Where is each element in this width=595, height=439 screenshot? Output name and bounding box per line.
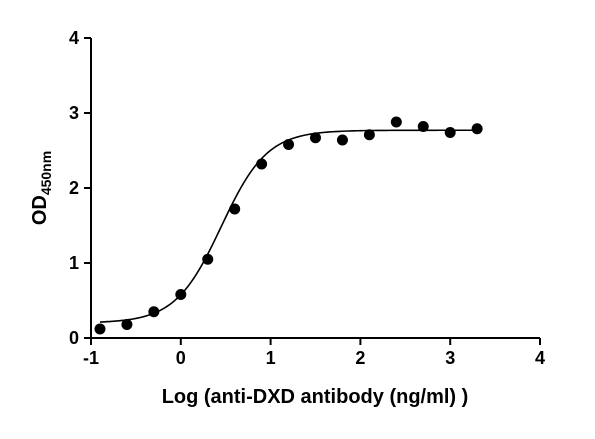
data-point bbox=[417, 121, 429, 132]
y-tick-label: 1 bbox=[69, 253, 79, 273]
x-tick-label: 3 bbox=[445, 348, 455, 368]
data-point bbox=[121, 319, 133, 330]
y-tick-label: 2 bbox=[69, 178, 79, 198]
y-axis-title-main: OD bbox=[29, 195, 51, 225]
data-point bbox=[202, 253, 214, 265]
data-point bbox=[175, 289, 187, 300]
y-tick-label: 3 bbox=[69, 103, 79, 123]
y-tick-label: 0 bbox=[69, 328, 79, 348]
y-axis-ticks: 0 1 2 3 4 bbox=[69, 28, 91, 348]
data-point bbox=[229, 203, 241, 215]
data-point bbox=[283, 139, 295, 150]
x-tick-label: -1 bbox=[83, 348, 99, 368]
data-point bbox=[444, 127, 456, 138]
y-axis-title-subscript: 450nm bbox=[38, 151, 54, 195]
data-point bbox=[471, 123, 483, 135]
x-tick-label: 2 bbox=[355, 348, 365, 368]
data-point bbox=[336, 134, 348, 146]
x-axis-ticks: -1 0 1 2 3 4 bbox=[83, 338, 545, 368]
data-point bbox=[363, 129, 375, 141]
fit-curve bbox=[99, 129, 478, 323]
data-point bbox=[310, 132, 321, 144]
data-points bbox=[94, 116, 483, 335]
x-tick-label: 0 bbox=[176, 348, 186, 368]
x-tick-label: 4 bbox=[535, 348, 545, 368]
axes bbox=[90, 38, 540, 339]
data-point bbox=[94, 323, 106, 335]
x-axis-title: Log (anti-DXD antibody (ng/ml) ) bbox=[162, 386, 469, 408]
y-axis-title: OD450nm bbox=[29, 151, 54, 225]
data-point bbox=[148, 306, 160, 318]
x-tick-label: 1 bbox=[266, 348, 276, 368]
data-point bbox=[256, 158, 268, 170]
data-point bbox=[390, 116, 402, 128]
y-tick-label: 4 bbox=[69, 28, 79, 48]
